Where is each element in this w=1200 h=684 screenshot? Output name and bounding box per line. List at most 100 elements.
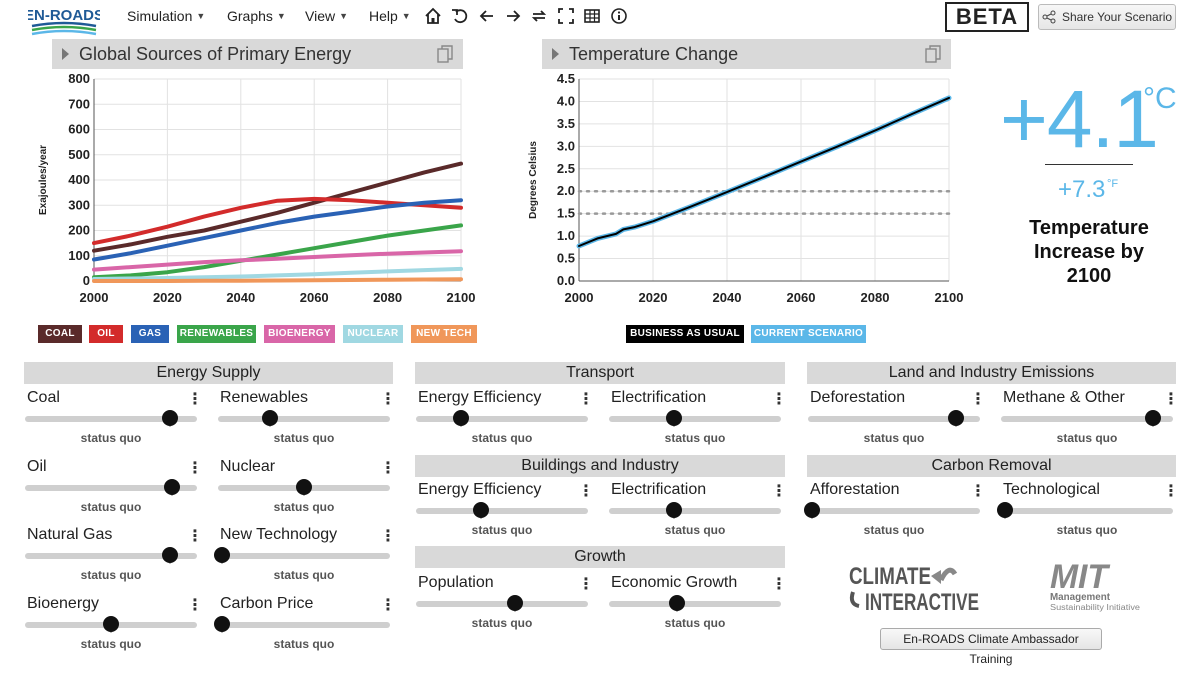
more-options-icon[interactable]: ⋮ (1163, 391, 1179, 408)
slider-coal[interactable]: Coal ⋮ status quo (25, 389, 203, 449)
more-options-icon[interactable]: ⋮ (380, 460, 396, 477)
menu-view[interactable]: View ▼ (305, 8, 348, 24)
legend-nuclear[interactable]: NUCLEAR (343, 325, 403, 343)
more-options-icon[interactable]: ⋮ (771, 483, 787, 500)
slider-track[interactable] (1001, 508, 1173, 514)
slider-buildings-energy-efficiency[interactable]: Energy Efficiency ⋮ status quo (416, 481, 594, 541)
more-options-icon[interactable]: ⋮ (970, 391, 986, 408)
slider-renewables[interactable]: Renewables ⋮ status quo (218, 389, 396, 449)
more-options-icon[interactable]: ⋮ (771, 391, 787, 408)
more-options-icon[interactable]: ⋮ (380, 528, 396, 545)
legend-renewables[interactable]: RENEWABLES (177, 325, 256, 343)
slider-track[interactable] (609, 416, 781, 422)
slider-thumb[interactable] (997, 502, 1013, 518)
slider-new-technology[interactable]: New Technology ⋮ status quo (214, 526, 396, 586)
more-options-icon[interactable]: ⋮ (380, 391, 396, 408)
slider-thumb[interactable] (103, 616, 119, 632)
undo-icon[interactable] (450, 6, 470, 26)
expand-triangle-icon[interactable] (62, 48, 69, 60)
home-icon[interactable] (423, 6, 443, 26)
graph1-header[interactable]: Global Sources of Primary Energy (52, 39, 463, 69)
more-options-icon[interactable]: ⋮ (771, 576, 787, 593)
expand-triangle-icon[interactable] (552, 48, 559, 60)
slider-thumb[interactable] (472, 502, 489, 518)
slider-thumb[interactable] (665, 410, 682, 426)
slider-technological[interactable]: Technological ⋮ status quo (997, 481, 1179, 541)
slider-track[interactable] (25, 485, 197, 491)
slider-thumb[interactable] (296, 479, 312, 495)
slider-natural-gas[interactable]: Natural Gas ⋮ status quo (25, 526, 203, 586)
slider-track[interactable] (218, 553, 390, 559)
slider-afforestation[interactable]: Afforestation ⋮ status quo (804, 481, 986, 541)
slider-transport-energy-efficiency[interactable]: Energy Efficiency ⋮ status quo (416, 389, 594, 449)
slider-transport-electrification[interactable]: Electrification ⋮ status quo (609, 389, 787, 449)
slider-track[interactable] (416, 416, 588, 422)
slider-track[interactable] (25, 553, 197, 559)
slider-track[interactable] (416, 508, 588, 514)
slider-track[interactable] (609, 601, 781, 607)
slider-methane-other[interactable]: Methane & Other ⋮ status quo (1001, 389, 1179, 449)
legend-current-scenario[interactable]: CURRENT SCENARIO (751, 325, 866, 343)
climate-interactive-logo[interactable]: CLIMATE INTERACTIVE (845, 560, 983, 614)
copy-icon[interactable] (437, 45, 453, 63)
slider-thumb[interactable] (261, 410, 278, 426)
more-options-icon[interactable]: ⋮ (1163, 483, 1179, 500)
slider-carbon-price[interactable]: Carbon Price ⋮ status quo (214, 595, 396, 655)
slider-thumb[interactable] (804, 502, 820, 518)
forward-icon[interactable] (503, 6, 523, 26)
slider-thumb[interactable] (948, 410, 965, 426)
legend-bioenergy[interactable]: BIOENERGY (264, 325, 335, 343)
share-scenario-button[interactable]: Share Your Scenario (1038, 4, 1176, 30)
slider-track[interactable] (416, 601, 588, 607)
more-options-icon[interactable]: ⋮ (578, 576, 594, 593)
slider-thumb[interactable] (162, 547, 179, 563)
slider-thumb[interactable] (163, 479, 180, 495)
slider-track[interactable] (218, 622, 390, 628)
legend-gas[interactable]: GAS (131, 325, 169, 343)
legend-coal[interactable]: COAL (38, 325, 82, 343)
info-icon[interactable] (609, 6, 629, 26)
more-options-icon[interactable]: ⋮ (187, 528, 203, 545)
ambassador-training-button[interactable]: En-ROADS Climate Ambassador Training (880, 628, 1102, 666)
slider-thumb[interactable] (214, 547, 230, 563)
mit-sloan-logo[interactable]: MIT Management Sustainability Initiative (1046, 560, 1146, 614)
legend-oil[interactable]: OIL (89, 325, 123, 343)
slider-track[interactable] (218, 416, 390, 422)
slider-nuclear[interactable]: Nuclear ⋮ status quo (218, 458, 396, 518)
slider-deforestation[interactable]: Deforestation ⋮ status quo (808, 389, 986, 449)
slider-oil[interactable]: Oil ⋮ status quo (25, 458, 203, 518)
slider-track[interactable] (808, 508, 980, 514)
slider-bioenergy[interactable]: Bioenergy ⋮ status quo (25, 595, 203, 655)
slider-population[interactable]: Population ⋮ status quo (416, 574, 594, 634)
slider-economic-growth[interactable]: Economic Growth ⋮ status quo (609, 574, 787, 634)
back-icon[interactable] (477, 6, 497, 26)
more-options-icon[interactable]: ⋮ (970, 483, 986, 500)
fullscreen-icon[interactable] (556, 6, 576, 26)
slider-track[interactable] (808, 416, 980, 422)
slider-thumb[interactable] (1144, 410, 1161, 426)
slider-thumb[interactable] (668, 595, 685, 611)
more-options-icon[interactable]: ⋮ (187, 391, 203, 408)
compare-icon[interactable] (529, 6, 549, 26)
copy-icon[interactable] (925, 45, 941, 63)
slider-thumb[interactable] (162, 410, 179, 426)
menu-simulation[interactable]: Simulation ▼ (127, 8, 205, 24)
more-options-icon[interactable]: ⋮ (578, 391, 594, 408)
graph2-header[interactable]: Temperature Change (542, 39, 951, 69)
more-options-icon[interactable]: ⋮ (187, 460, 203, 477)
legend-business-as-usual[interactable]: BUSINESS AS USUAL (626, 325, 744, 343)
slider-track[interactable] (1001, 416, 1173, 422)
legend-new-tech[interactable]: NEW TECH (411, 325, 477, 343)
menu-help[interactable]: Help ▼ (369, 8, 411, 24)
slider-buildings-electrification[interactable]: Electrification ⋮ status quo (609, 481, 787, 541)
slider-track[interactable] (25, 416, 197, 422)
slider-thumb[interactable] (665, 502, 682, 518)
slider-thumb[interactable] (214, 616, 230, 632)
more-options-icon[interactable]: ⋮ (187, 597, 203, 614)
table-icon[interactable] (582, 6, 602, 26)
slider-thumb[interactable] (453, 410, 469, 426)
more-options-icon[interactable]: ⋮ (380, 597, 396, 614)
slider-track[interactable] (609, 508, 781, 514)
more-options-icon[interactable]: ⋮ (578, 483, 594, 500)
menu-graphs[interactable]: Graphs ▼ (227, 8, 286, 24)
